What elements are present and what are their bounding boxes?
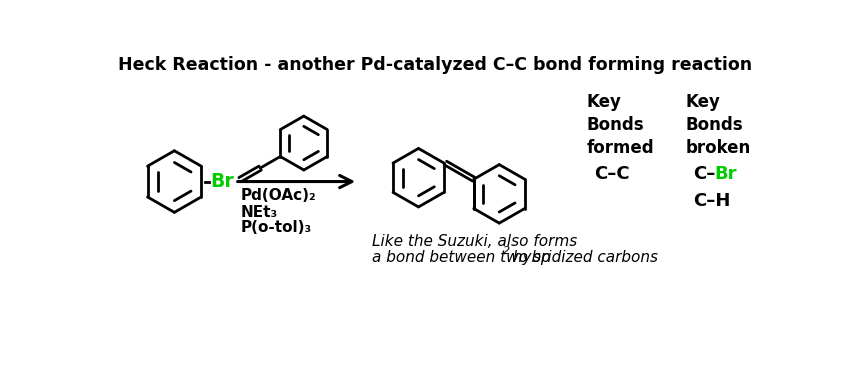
Text: Heck Reaction - another Pd-catalyzed C–C bond forming reaction: Heck Reaction - another Pd-catalyzed C–C… bbox=[118, 56, 752, 74]
Text: a bond between two sp: a bond between two sp bbox=[372, 250, 550, 265]
Text: C–C: C–C bbox=[595, 165, 630, 183]
Text: Key
Bonds
broken: Key Bonds broken bbox=[686, 93, 751, 157]
Text: NEt₃: NEt₃ bbox=[240, 205, 278, 220]
Text: Like the Suzuki, also forms: Like the Suzuki, also forms bbox=[372, 234, 577, 249]
Text: Key
Bonds
formed: Key Bonds formed bbox=[587, 93, 654, 157]
Text: C–H: C–H bbox=[694, 192, 731, 210]
Text: 2: 2 bbox=[503, 246, 510, 256]
Text: Br: Br bbox=[210, 172, 233, 191]
Text: hybridized carbons: hybridized carbons bbox=[509, 250, 659, 265]
Text: Br: Br bbox=[714, 165, 737, 183]
Text: C–: C– bbox=[694, 165, 716, 183]
Text: Pd(OAc)₂: Pd(OAc)₂ bbox=[240, 188, 316, 203]
Text: P(o-tol)₃: P(o-tol)₃ bbox=[240, 220, 312, 235]
